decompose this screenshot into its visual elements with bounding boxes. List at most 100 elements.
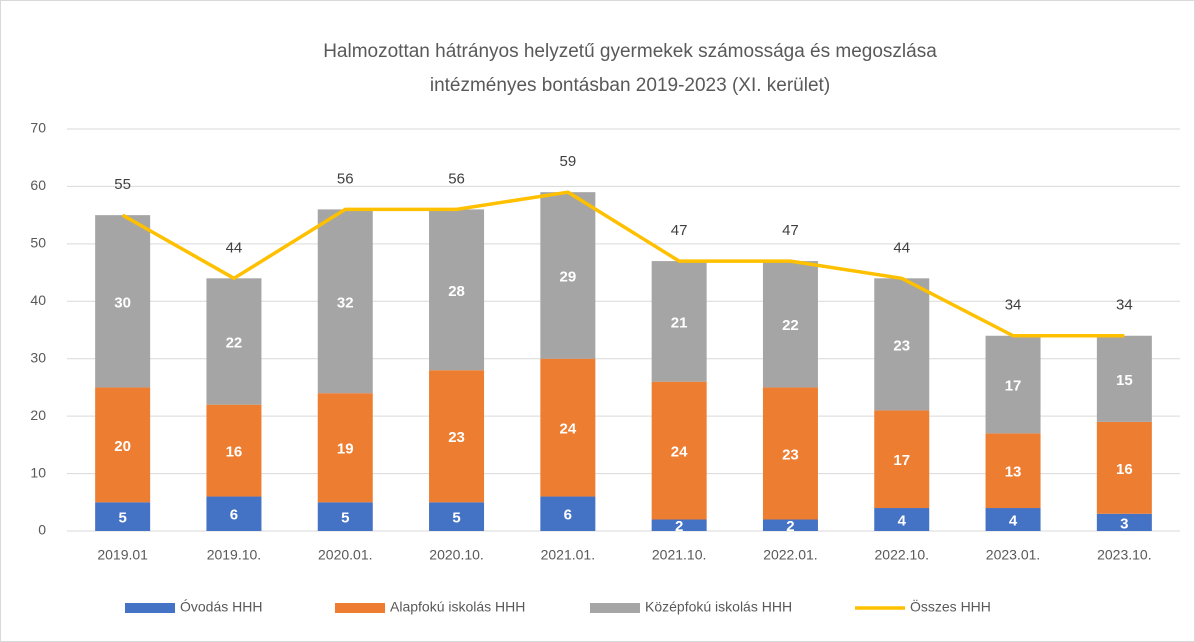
x-tick-label: 2023.01. xyxy=(986,547,1041,563)
data-label: 17 xyxy=(1005,378,1022,395)
data-label: 47 xyxy=(671,222,688,239)
data-label: 55 xyxy=(114,176,131,193)
data-label: 16 xyxy=(1116,461,1133,478)
bar-segment xyxy=(985,508,1041,531)
bar-segment xyxy=(95,387,151,503)
x-tick-label: 2021.10. xyxy=(652,547,707,563)
bar-segment xyxy=(874,508,930,531)
chart-title: intézményes bontásban 2019-2023 (XI. ker… xyxy=(430,75,830,96)
data-label: 56 xyxy=(448,170,465,187)
bar-segment xyxy=(1096,421,1152,514)
bar-segment xyxy=(1096,335,1152,422)
bar-segment xyxy=(651,519,707,531)
data-label: 23 xyxy=(448,429,465,446)
x-tick-label: 2021.01. xyxy=(541,547,596,563)
bar-segment xyxy=(206,278,262,405)
bar-segment xyxy=(429,209,485,371)
bar-segment xyxy=(651,381,707,520)
data-label: 4 xyxy=(898,512,907,529)
data-label: 32 xyxy=(337,294,354,311)
bar-segment xyxy=(985,433,1041,509)
x-tick-label: 2020.10. xyxy=(429,547,484,563)
data-label: 28 xyxy=(448,283,465,300)
bar-segment xyxy=(540,496,596,531)
bar-segment xyxy=(874,410,930,509)
data-label: 5 xyxy=(452,510,460,527)
x-tick-label: 2019.10. xyxy=(207,547,262,563)
y-tick-label: 50 xyxy=(30,235,46,251)
bar-segment xyxy=(1096,513,1152,531)
y-tick-label: 10 xyxy=(30,464,46,480)
bar-segment xyxy=(540,192,596,359)
x-tick-label: 2019.01 xyxy=(97,547,148,563)
bar-segment xyxy=(540,358,596,497)
data-label: 5 xyxy=(341,510,349,527)
data-label: 22 xyxy=(226,334,243,351)
data-label: 16 xyxy=(226,444,243,461)
x-tick-label: 2022.10. xyxy=(875,547,930,563)
y-tick-label: 40 xyxy=(30,292,46,308)
data-label: 22 xyxy=(782,317,799,334)
y-tick-label: 70 xyxy=(30,120,46,136)
data-label: 24 xyxy=(560,421,577,438)
data-label: 23 xyxy=(893,337,910,354)
bar-segment xyxy=(95,215,151,388)
data-label: 44 xyxy=(893,239,910,256)
legend-label: Középfokú iskolás HHH xyxy=(645,599,792,615)
x-tick-label: 2022.01. xyxy=(763,547,818,563)
x-tick-label: 2023.10. xyxy=(1097,547,1152,563)
chart-title: Halmozottan hátrányos helyzetű gyermekek… xyxy=(323,41,937,62)
bar-segment xyxy=(874,278,930,411)
bar-segment xyxy=(317,393,373,503)
y-tick-label: 0 xyxy=(38,522,46,538)
bar-segment xyxy=(762,519,818,531)
bar-segment xyxy=(317,502,373,531)
data-label: 13 xyxy=(1005,464,1022,481)
data-label: 3 xyxy=(1120,515,1128,532)
bar-segment xyxy=(762,261,818,388)
data-label: 34 xyxy=(1005,297,1022,314)
data-label: 2 xyxy=(786,518,794,535)
legend-label: Óvodás HHH xyxy=(180,599,262,615)
legend-label: Alapfokú iskolás HHH xyxy=(390,599,525,615)
total-line xyxy=(121,190,1125,338)
bar-segment xyxy=(762,387,818,520)
data-label: 6 xyxy=(230,507,238,524)
data-label: 24 xyxy=(671,444,688,461)
bar-segment xyxy=(429,370,485,503)
legend-label: Összes HHH xyxy=(910,598,991,615)
data-label: 4 xyxy=(1009,512,1018,529)
bar-segment xyxy=(429,502,485,531)
data-label: 23 xyxy=(782,446,799,463)
x-tick-label: 2020.01. xyxy=(318,547,373,563)
data-label: 29 xyxy=(560,268,577,285)
y-tick-label: 20 xyxy=(30,407,46,423)
bar-segment xyxy=(206,404,262,497)
data-label: 15 xyxy=(1116,372,1133,389)
data-label: 30 xyxy=(114,294,131,311)
data-label: 56 xyxy=(337,170,354,187)
legend-swatch xyxy=(125,603,175,613)
data-label: 34 xyxy=(1116,297,1133,314)
bar-segment xyxy=(95,502,151,531)
y-tick-label: 30 xyxy=(30,349,46,365)
data-label: 44 xyxy=(226,239,243,256)
legend-swatch xyxy=(335,603,385,613)
data-label: 21 xyxy=(671,314,688,331)
bar-segment xyxy=(206,496,262,531)
data-label: 6 xyxy=(564,507,572,524)
data-label: 19 xyxy=(337,441,354,458)
data-label: 20 xyxy=(114,438,131,455)
legend-swatch xyxy=(590,603,640,613)
y-tick-label: 60 xyxy=(30,177,46,193)
bar-segment xyxy=(317,209,373,394)
data-label: 5 xyxy=(118,510,126,527)
data-label: 47 xyxy=(782,222,799,239)
data-label: 2 xyxy=(675,518,683,535)
data-label: 59 xyxy=(560,153,577,170)
data-label: 17 xyxy=(893,452,910,469)
bar-segment xyxy=(985,335,1041,434)
bar-segment xyxy=(651,261,707,382)
